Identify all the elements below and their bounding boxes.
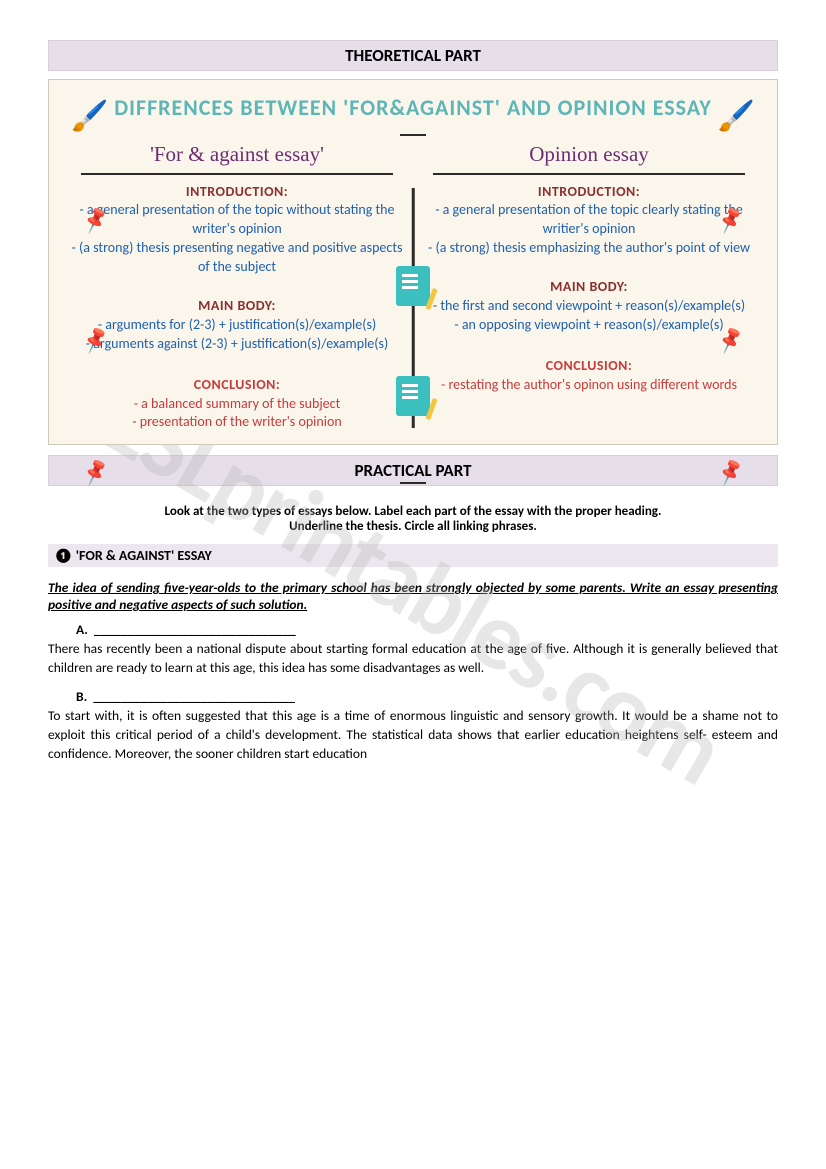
instruction-line: Underline the thesis. Circle all linking…	[289, 519, 537, 534]
blank-line: ______________________________	[93, 688, 295, 705]
intro-label: INTRODUCTION:	[538, 183, 640, 200]
conclusion-label: CONCLUSION:	[546, 357, 633, 374]
intro-text: - (a strong) thesis presenting negative …	[72, 239, 403, 275]
body-text: - arguments for (2-3) + justification(s)…	[98, 316, 376, 333]
body-text: - an opposing viewpoint + reason(s)/exam…	[454, 316, 723, 333]
document-icon	[396, 266, 430, 306]
letter-b: B.	[76, 688, 87, 705]
infographic: 🖌️ 🖌️ DIFFRENCES BETWEEN 'FOR&AGAINST' A…	[48, 79, 778, 445]
intro-text: - a general presentation of the topic wi…	[79, 201, 394, 237]
opinion-heading: Opinion essay	[433, 136, 745, 175]
instructions: Look at the two types of essays below. L…	[48, 494, 778, 534]
concl-text: - restating the author's opinon using di…	[441, 376, 737, 393]
body-label: MAIN BODY:	[198, 297, 276, 314]
intro-label: INTRODUCTION:	[186, 183, 288, 200]
essay-number: ❶	[54, 547, 73, 564]
page: THEORETICAL PART 🖌️ 🖌️ DIFFRENCES BETWEE…	[0, 0, 826, 804]
theoretical-heading: THEORETICAL PART	[48, 40, 778, 71]
blank-line: ______________________________	[94, 621, 296, 638]
concl-text: - presentation of the writer's opinion	[132, 413, 341, 430]
essay-type: 'FOR & AGAINST' ESSAY	[76, 547, 212, 564]
timeline-cross	[400, 482, 426, 485]
letter-a: A.	[76, 621, 88, 638]
intro-text: - a general presentation of the topic cl…	[435, 201, 743, 237]
paragraph-b: B. ______________________________ To sta…	[48, 688, 778, 764]
infographic-title: DIFFRENCES BETWEEN 'FOR&AGAINST' AND OPI…	[91, 94, 735, 122]
document-icon	[396, 376, 430, 416]
for-against-heading: 'For & against essay'	[81, 136, 393, 175]
concl-text: - a balanced summary of the subject	[134, 395, 341, 412]
conclusion-label: CONCLUSION:	[194, 376, 281, 393]
intro-text: - (a strong) thesis emphasizing the auth…	[428, 239, 750, 256]
opinion-column: Opinion essay INTRODUCTION:- a general p…	[413, 136, 765, 435]
body-label: MAIN BODY:	[550, 278, 628, 295]
body-text: - arguments against (2-3) + justificatio…	[86, 335, 388, 352]
essay-prompt: The idea of sending five-year-olds to th…	[48, 579, 778, 613]
instruction-line: Look at the two types of essays below. L…	[165, 504, 662, 519]
paragraph-b-text: To start with, it is often suggested tha…	[48, 707, 778, 764]
essay-type-label: ❶ 'FOR & AGAINST' ESSAY	[48, 544, 778, 567]
paragraph-a: A. ______________________________ There …	[48, 621, 778, 678]
timeline-cross	[400, 134, 426, 137]
paragraph-a-text: There has recently been a national dispu…	[48, 640, 778, 678]
body-text: - the first and second viewpoint + reaso…	[433, 297, 745, 314]
comparison-columns: 📌 📌 📌 📌 📌 📌 'For & against essay' INTROD…	[61, 130, 765, 435]
for-against-column: 'For & against essay' INTRODUCTION:- a g…	[61, 136, 413, 435]
